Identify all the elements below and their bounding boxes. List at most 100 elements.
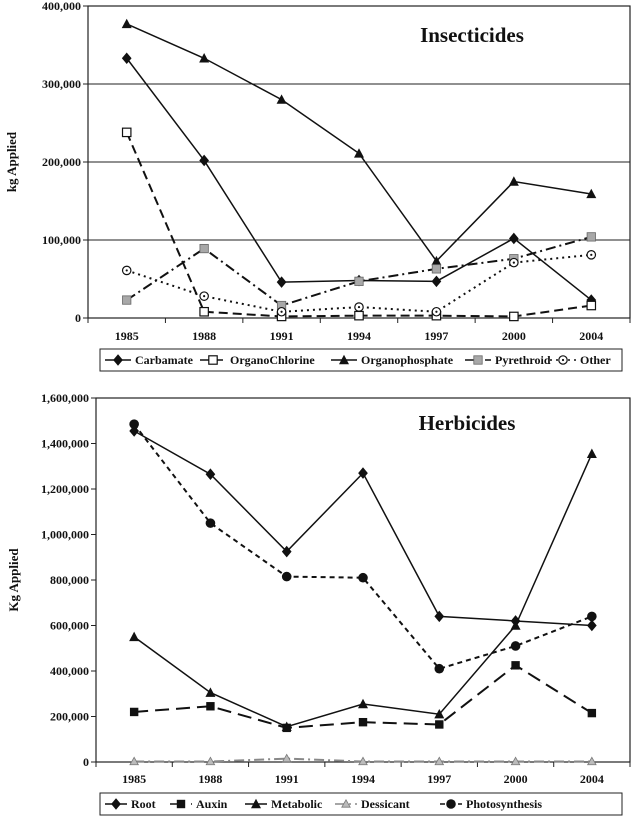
data-point-carbamate (431, 275, 442, 288)
data-point-metabolic (129, 631, 140, 642)
data-point-root (358, 467, 368, 479)
chart-title: Herbicides (419, 411, 516, 435)
data-point-organophosphate (431, 255, 442, 266)
y-tick-label: 800,000 (50, 573, 89, 587)
y-tick-label: 1,600,000 (41, 391, 89, 405)
series-other (121, 250, 597, 317)
data-point-metabolic (510, 620, 521, 630)
data-point-pyrethroid (122, 295, 132, 305)
data-point-pyrethroid (431, 264, 442, 274)
legend-label-organophosphate: Organophosphate (361, 353, 454, 367)
data-point-other-center (435, 310, 438, 313)
x-tick-label: 1988 (198, 772, 222, 786)
y-tick-label: 600,000 (50, 619, 89, 633)
data-point-organophosphate (199, 53, 210, 63)
y-axis-label: Kg Applied (6, 548, 21, 612)
x-tick-label: 1985 (122, 772, 146, 786)
data-point-auxin (435, 720, 444, 729)
data-point-photosynthesis (281, 571, 292, 582)
data-point-organophosphate (121, 18, 132, 29)
y-tick-label: 400,000 (42, 0, 81, 13)
data-point-carbamate (199, 154, 209, 167)
x-tick-label: 2004 (579, 329, 603, 343)
data-point-dessicant (358, 756, 368, 766)
legend-marker-other-center (561, 358, 565, 362)
data-point-organochlorine (586, 300, 597, 311)
legend: Root Auxin Metabolic Dessicant Photosynthesi… (99, 792, 623, 816)
data-point-carbamate (276, 276, 287, 288)
legend-marker-organophosphate (339, 354, 349, 365)
data-point-photosynthesis (358, 572, 368, 583)
data-point-organochlorine (121, 127, 132, 138)
legend-marker-organochlorine (208, 355, 218, 365)
chart-panel-insecticides: 0 100,000 200,000 300,000 400,000 1985 1988 199… (4, 0, 631, 372)
y-axis-label: kg Applied (4, 131, 19, 192)
data-point-organophosphate (586, 188, 597, 199)
legend-label-photosynthesis: Photosynthesis (466, 797, 542, 811)
data-point-other (354, 302, 364, 312)
data-point-dessicant (205, 756, 216, 766)
data-point-auxin (358, 717, 368, 727)
x-tick-label: 2004 (580, 772, 604, 786)
y-tick-label: 200,000 (42, 155, 81, 169)
y-tick-label: 400,000 (50, 664, 89, 678)
x-tick-label: 1985 (115, 329, 139, 343)
series-photosynthesis (129, 419, 597, 674)
data-point-organochlorine (354, 310, 364, 321)
data-point-other (121, 265, 132, 276)
x-tick-label: 2000 (502, 329, 526, 343)
legend-label-pyrethroid: Pyrethroid (495, 353, 551, 367)
legend-label-other: Other (580, 353, 611, 367)
data-point-root (587, 619, 597, 632)
data-point-photosynthesis (510, 641, 521, 651)
y-tick-label: 1,200,000 (41, 482, 89, 496)
x-tick-label: 1997 (427, 772, 451, 786)
data-point-other (199, 291, 209, 301)
data-point-auxin (511, 661, 520, 670)
chart-title: Insecticides (420, 23, 524, 47)
y-tick-label: 200,000 (50, 710, 89, 724)
data-point-dessicant (129, 756, 140, 766)
legend-marker-root (111, 798, 121, 810)
x-tick-label: 1997 (424, 329, 448, 343)
x-tick-label: 1991 (275, 772, 299, 786)
data-point-auxin (206, 702, 215, 711)
data-point-auxin (587, 708, 597, 718)
legend-marker-metabolic (251, 798, 261, 809)
data-point-other (509, 257, 519, 268)
data-point-root (281, 545, 292, 558)
data-point-metabolic (358, 698, 368, 709)
data-point-dessicant (434, 756, 445, 766)
x-tick-label: 1994 (347, 329, 371, 343)
y-tick-label: 1,000,000 (41, 528, 89, 542)
x-tick-label: 1991 (270, 329, 294, 343)
data-point-other-center (280, 310, 283, 313)
data-point-dessicant (510, 756, 521, 766)
data-point-organochlorine (199, 306, 209, 317)
legend-label-carbamate: Carbamate (135, 353, 194, 367)
series-metabolic (129, 448, 597, 731)
data-point-other-center (590, 253, 593, 256)
series-organophosphate (121, 18, 597, 266)
data-point-other-center (512, 261, 515, 264)
data-point-root (434, 610, 445, 623)
legend: Carbamate OrganoChlorine Organophosphate Py… (99, 348, 623, 372)
legend-marker-pyrethroid (473, 355, 483, 365)
x-tick-label: 1988 (192, 329, 216, 343)
data-point-organophosphate (276, 94, 287, 104)
legend-marker-carbamate (113, 354, 123, 366)
data-point-organochlorine (509, 311, 519, 322)
x-tick-label: 1994 (351, 772, 375, 786)
data-point-other (586, 250, 597, 260)
y-tick-label: 0 (75, 311, 81, 325)
data-point-root (129, 425, 139, 437)
data-point-carbamate (121, 52, 132, 65)
data-point-dessicant (281, 753, 292, 763)
data-point-photosynthesis (434, 663, 445, 674)
data-point-other-center (357, 305, 361, 309)
legend-marker-dessicant (341, 798, 351, 808)
data-point-carbamate (509, 232, 519, 245)
y-tick-label: 0 (83, 755, 89, 769)
chart-panel-herbicides: 0 200,000 400,000 600,000 800,000 1,000,000 1,… (6, 391, 631, 816)
